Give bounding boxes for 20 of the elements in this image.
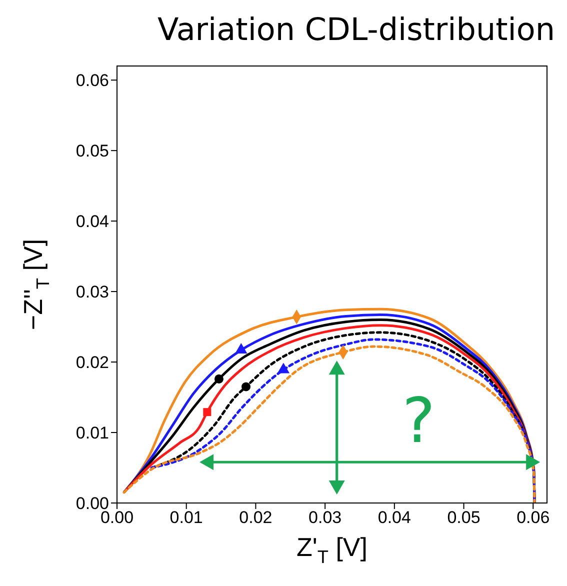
- y-tick-label: 0.04: [76, 212, 109, 232]
- y-tick-label: 0.03: [76, 282, 109, 302]
- x-tick-label: 0.01: [170, 508, 203, 528]
- x-tick-label: 0.05: [447, 508, 480, 528]
- y-tick-label: 0.02: [76, 353, 109, 372]
- chart-title: Variation CDL-distribution: [158, 12, 555, 48]
- annotation: ?: [402, 384, 436, 458]
- x-tick-label: 0.06: [516, 508, 550, 528]
- y-tick-label: 0.01: [76, 424, 109, 443]
- point: [203, 408, 212, 416]
- y-tick-label: 0.05: [76, 142, 109, 161]
- x-tick-label: 0.02: [239, 508, 272, 528]
- x-tick-label: 0.03: [308, 508, 342, 528]
- point: [235, 343, 248, 354]
- x-axis-title: Z'$_{T}$ [V]: [296, 532, 368, 567]
- y-tick-label: 0.06: [76, 71, 109, 90]
- point: [241, 382, 251, 392]
- x-tick-label: 0.04: [378, 508, 411, 528]
- x-tick-label: 0.00: [100, 508, 134, 528]
- point: [214, 374, 224, 384]
